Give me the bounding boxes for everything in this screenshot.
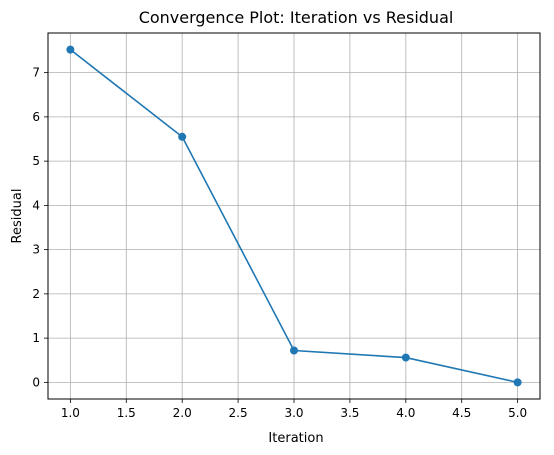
series-layer [66, 45, 522, 387]
x-tick-label: 5.0 [508, 406, 527, 420]
y-tick-label: 1 [32, 331, 40, 345]
data-point [290, 346, 298, 355]
data-point [513, 378, 522, 387]
x-tick-label: 1.0 [61, 406, 80, 420]
x-tick-label: 2.0 [173, 406, 192, 420]
y-tick-label: 4 [32, 198, 40, 212]
y-axis-label: Residual [10, 189, 25, 244]
x-tick-label: 1.5 [117, 406, 136, 420]
data-point [401, 353, 410, 362]
x-axis-label: Iteration [268, 431, 323, 446]
y-tick-label: 7 [32, 66, 40, 80]
y-tick-label: 5 [32, 154, 40, 168]
x-tick-label: 4.5 [452, 406, 471, 420]
x-tick-label: 2.5 [229, 406, 248, 420]
y-axis-ticks: 0 1 2 3 4 5 6 7 [32, 66, 48, 389]
y-tick-label: 2 [32, 287, 40, 301]
x-tick-label: 3.5 [340, 406, 359, 420]
x-axis-ticks: 1.0 1.5 2.0 2.5 3.0 3.5 4.0 4.5 5.0 [61, 399, 527, 420]
grid [48, 33, 540, 399]
data-point [178, 132, 187, 141]
x-tick-label: 4.0 [396, 406, 415, 420]
y-tick-label: 0 [32, 375, 40, 389]
y-tick-label: 6 [32, 110, 40, 124]
data-point [66, 45, 75, 54]
x-tick-label: 3.0 [284, 406, 303, 420]
y-tick-label: 3 [32, 243, 40, 257]
chart-title: Convergence Plot: Iteration vs Residual [139, 8, 454, 27]
